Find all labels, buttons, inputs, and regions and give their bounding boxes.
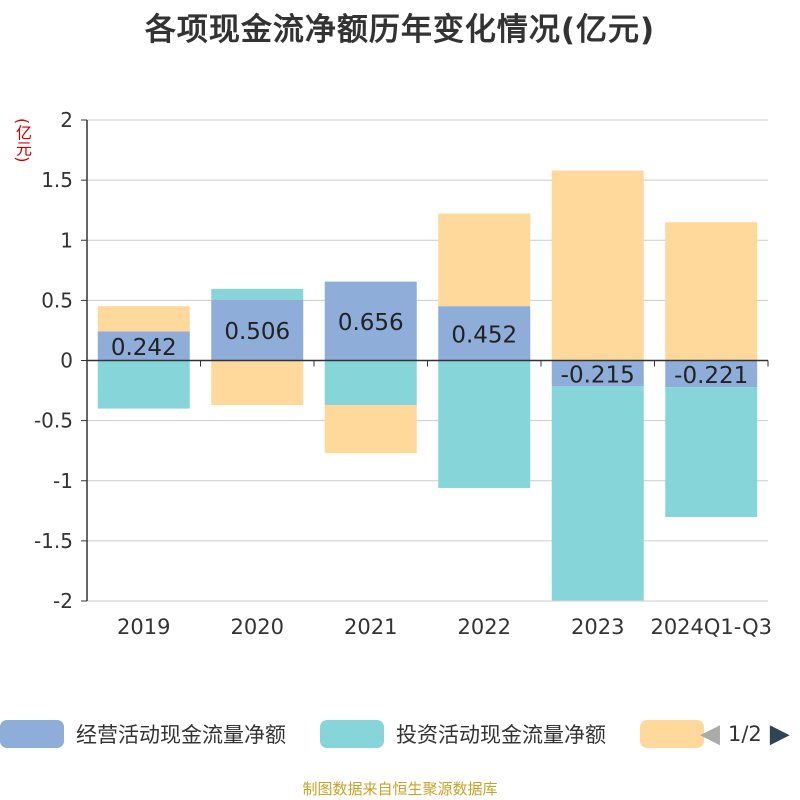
x-tick-label: 2024Q1-Q3 <box>650 615 772 639</box>
bar-investing <box>324 360 417 405</box>
data-label: 0.452 <box>451 322 517 348</box>
data-source-footer: 制图数据来自恒生聚源数据库 <box>302 780 498 798</box>
data-label: 0.506 <box>224 319 290 345</box>
y-tick-label: 1.5 <box>41 168 73 192</box>
bar-investing <box>665 387 758 517</box>
bar-financing <box>665 222 758 361</box>
legend-swatch-operating <box>0 720 64 748</box>
bar-investing <box>97 360 190 409</box>
chart-title: 各项现金流净额历年变化情况(亿元) <box>144 12 656 48</box>
data-label: -0.221 <box>674 363 748 389</box>
bar-investing <box>211 288 304 300</box>
bar-investing <box>438 360 531 488</box>
y-axis-unit: (亿元) <box>13 118 32 163</box>
y-tick-label: 1 <box>60 228 73 252</box>
data-label: 0.242 <box>111 335 177 361</box>
y-tick-label: -1.5 <box>34 529 73 553</box>
bar-operating <box>97 331 190 361</box>
y-tick-label: -2 <box>53 589 73 613</box>
bar-financing <box>551 170 644 361</box>
legend-item-operating[interactable]: 经营活动现金流量净额 <box>0 712 286 756</box>
x-tick-label: 2022 <box>458 615 511 639</box>
legend-next-icon[interactable]: ▶ <box>769 719 790 749</box>
y-tick-label: -1 <box>53 469 73 493</box>
data-label: -0.215 <box>561 362 635 388</box>
bar-financing <box>97 306 190 332</box>
bar-chart: 2 1.5 1 0.5 0 -0.5 -1 -1.5 -2 2019 2020 2021 2022 202… <box>34 108 772 639</box>
legend-prev-icon[interactable]: ◀ <box>700 719 720 749</box>
legend-swatch-investing <box>320 720 384 748</box>
bar-financing <box>211 360 304 405</box>
bar-operating <box>211 299 304 361</box>
x-tick-label: 2021 <box>344 615 397 639</box>
bar-operating <box>324 281 417 361</box>
y-tick-label: 2 <box>60 108 73 132</box>
legend: 经营活动现金流量净额 投资活动现金流量净额 ◀ 1/2 ▶ <box>0 712 800 756</box>
bar-investing <box>551 386 644 601</box>
bar-operating <box>551 360 644 387</box>
legend-label-investing: 投资活动现金流量净额 <box>396 723 606 747</box>
legend-page-indicator: 1/2 <box>728 722 762 746</box>
legend-item-investing[interactable]: 投资活动现金流量净额 <box>320 712 606 756</box>
legend-pager: ◀ 1/2 ▶ <box>700 712 790 756</box>
x-tick-label: 2019 <box>117 615 170 639</box>
bar-operating <box>438 306 531 361</box>
bar-financing <box>324 404 417 454</box>
legend-label-operating: 经营活动现金流量净额 <box>76 723 286 747</box>
legend-item-financing[interactable] <box>640 712 716 756</box>
y-tick-label: 0 <box>60 349 73 373</box>
y-tick-label: -0.5 <box>34 409 73 433</box>
bar-financing <box>438 213 531 307</box>
y-tick-label: 0.5 <box>41 288 73 312</box>
data-label: 0.656 <box>338 310 404 336</box>
x-tick-label: 2023 <box>571 615 624 639</box>
legend-swatch-financing <box>640 720 704 748</box>
bar-operating <box>665 360 758 388</box>
x-tick-label: 2020 <box>231 615 284 639</box>
